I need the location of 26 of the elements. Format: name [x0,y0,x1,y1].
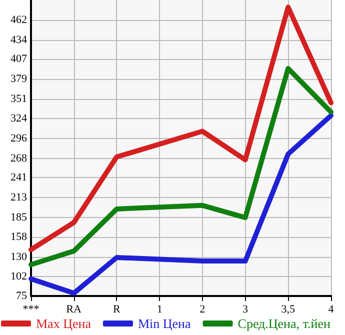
legend-label: Min Цена [138,316,191,331]
y-tick-label: 296 [10,132,28,144]
x-tick-label: RA [66,304,82,316]
y-tick-label: 268 [10,152,28,164]
y-tick-label: 324 [10,112,28,124]
y-tick-label: 130 [10,250,28,263]
x-tick-label: *** [22,304,40,316]
x-tick-label: 3,5 [281,304,296,316]
x-tick-label: 4 [328,304,334,316]
y-tick-label: 241 [10,172,27,184]
y-tick-label: 407 [10,53,28,66]
legend-label: Сред.Цена, т.йен [238,316,330,331]
y-tick-label: 462 [10,14,27,26]
y-tick-label: 75 [16,290,28,302]
y-tick-label: 351 [10,93,27,106]
legend-label: Max Цена [36,316,92,331]
x-tick-label: 2 [200,304,206,316]
x-tick-label: R [113,304,122,316]
y-tick-label: 379 [10,73,28,86]
y-tick-label: 434 [10,34,28,46]
y-tick-label: 102 [10,270,27,283]
y-tick-label: 213 [10,192,28,204]
y-tick-label: 158 [10,230,28,243]
y-tick-label: 185 [10,212,28,224]
x-tick-label: 1 [156,304,162,316]
x-tick-label: 3 [242,304,249,316]
